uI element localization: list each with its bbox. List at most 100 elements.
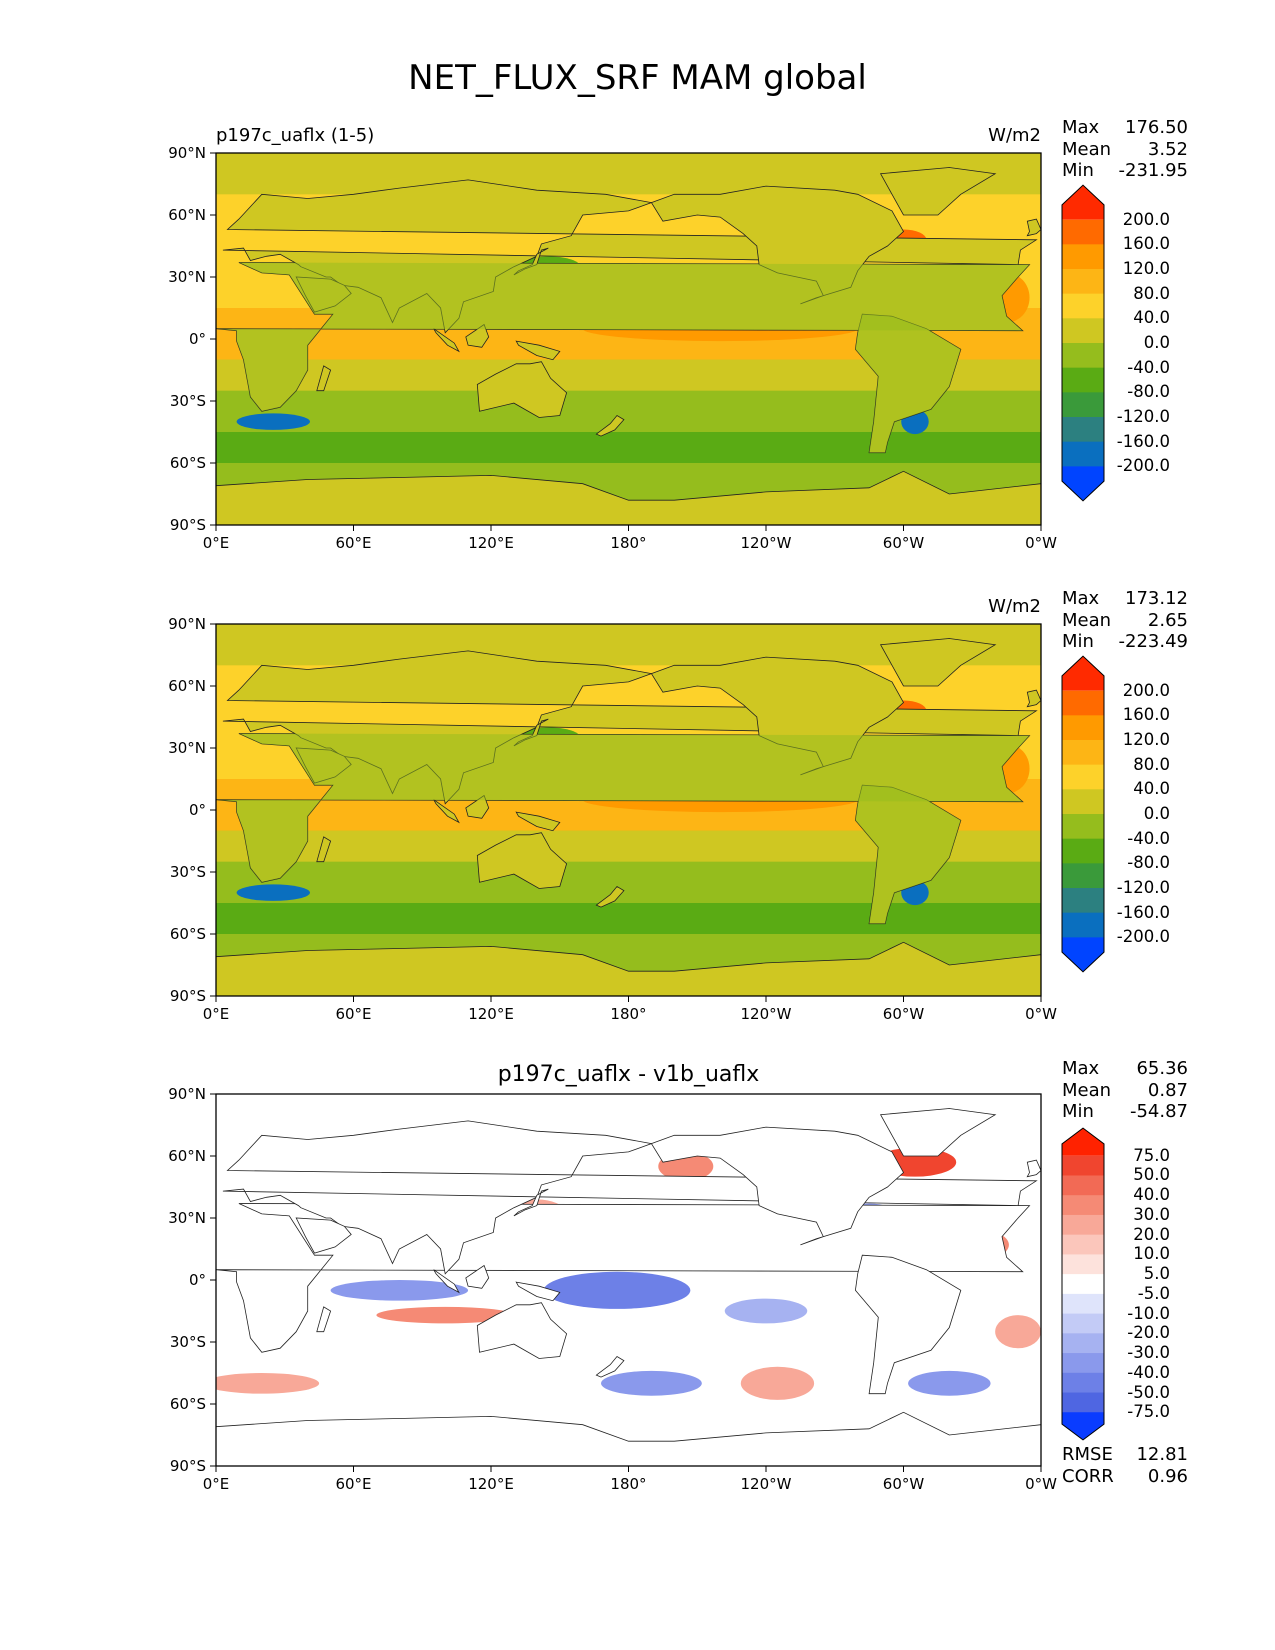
y-tick-label: 60°S: [169, 1395, 206, 1413]
colorbar-swatch: [1062, 814, 1104, 840]
stat-label: Min: [1062, 631, 1094, 652]
colorbar-tick-label: 160.0: [1122, 234, 1170, 254]
colorbar-tick-label: 5.0: [1143, 1264, 1170, 1284]
colorbar-swatch: [1062, 244, 1104, 270]
panel-metrics: RMSE 12.81 CORR 0.96: [1062, 1444, 1188, 1487]
stat-value: -223.49: [1118, 631, 1188, 652]
land-sumatra: [433, 328, 460, 353]
metric-label: RMSE: [1062, 1444, 1113, 1465]
colorbar-tick-label: 40.0: [1133, 779, 1170, 799]
land-antarctica: [216, 470, 1041, 525]
southern-ocean-band: [216, 432, 1041, 463]
colorbar-swatch: [1062, 1175, 1104, 1196]
y-tick-label: 90°S: [169, 1457, 206, 1475]
colorbar-swatch: [1062, 318, 1104, 344]
x-tick-label: 120°E: [468, 1005, 514, 1023]
colorbar-extend-top: [1062, 1128, 1104, 1156]
colorbar-swatch: [1062, 1293, 1104, 1315]
colorbar-tick-label: 120.0: [1122, 730, 1170, 749]
southern-ocean-pos-blob: [216, 1373, 320, 1394]
y-tick-label: 60°S: [169, 925, 206, 943]
map-panel-difference: [210, 1093, 1042, 1472]
panel-units: W/m2: [988, 125, 1041, 146]
colorbar-swatch: [1062, 1155, 1104, 1176]
colorbar-extend-bottom: [1062, 1412, 1104, 1440]
colorbar-tick-label: -30.0: [1127, 1343, 1170, 1363]
colorbar-tick-label: -80.0: [1127, 382, 1170, 402]
colorbar-reference: [1061, 655, 1105, 973]
colorbar-test: [1061, 184, 1105, 502]
southeast-pacific-neg-blob: [724, 1298, 808, 1324]
colorbar-tick-label: -50.0: [1127, 1382, 1170, 1402]
colorbar-swatch: [1062, 1234, 1104, 1255]
colorbar-tick-label: -160.0: [1116, 431, 1170, 451]
africa-tint: [216, 733, 1030, 883]
land-new-zealand: [595, 414, 625, 437]
colorbar-swatch: [1062, 1214, 1104, 1236]
colorbar-swatch: [1062, 1353, 1104, 1374]
colorbar-tick-label: -120.0: [1116, 878, 1170, 897]
figure-title: NET_FLUX_SRF MAM global: [408, 58, 867, 98]
field-difference: [216, 1094, 1041, 1466]
stat-label: Min: [1062, 1101, 1094, 1122]
colorbar-swatch: [1062, 888, 1104, 914]
colorbar-tick-label: -200.0: [1116, 456, 1170, 476]
panel-stats: Max 176.50 Mean 3.52 Min -231.95: [1062, 117, 1188, 182]
metric-label: CORR: [1062, 1465, 1114, 1487]
land-north-america: [650, 1126, 905, 1246]
land-british-isles: [1026, 218, 1041, 237]
colorbar-tick-label: -10.0: [1127, 1303, 1170, 1323]
stat-value: 173.12: [1125, 588, 1188, 609]
colorbar-swatch: [1062, 269, 1104, 295]
south-america-tint: [855, 314, 961, 453]
land-british-isles: [1026, 689, 1041, 708]
field-reference: [216, 624, 1041, 996]
land-new-zealand: [595, 885, 625, 908]
colorbar-swatch: [1062, 392, 1104, 418]
land-sumatra: [433, 799, 460, 824]
land-madagascar: [316, 836, 332, 863]
colorbar-swatch: [1062, 912, 1104, 938]
y-tick-label: 90°N: [168, 144, 206, 162]
southeast-atlantic-pos-blob: [995, 1315, 1041, 1349]
x-tick-label: 60°W: [882, 1005, 925, 1023]
colorbar-tick-label: 0.0: [1143, 804, 1170, 823]
south-atlantic-neg-blob: [908, 1370, 991, 1396]
land-greenland: [879, 1108, 997, 1157]
map-panel-reference: [210, 623, 1042, 1002]
colorbar-swatch: [1062, 1333, 1104, 1354]
africa-tint: [216, 262, 1030, 412]
x-tick-label: 0°E: [202, 534, 230, 552]
y-tick-label: 0°: [188, 1271, 206, 1289]
colorbar-tick-label: 50.0: [1133, 1165, 1170, 1185]
colorbar-swatch: [1062, 1274, 1104, 1295]
stat-label: Mean: [1062, 1079, 1112, 1101]
colorbar-tick-label: 10.0: [1133, 1244, 1170, 1264]
colorbar-tick-label: -40.0: [1127, 357, 1170, 377]
land-australia: [476, 361, 568, 418]
x-tick-label: 0°E: [202, 1475, 230, 1493]
x-tick-label: 60°E: [335, 1475, 372, 1493]
panel-units: W/m2: [988, 596, 1041, 617]
colorbar-swatch: [1062, 1195, 1104, 1216]
y-tick-label: 30°N: [168, 268, 206, 286]
x-tick-label: 120°W: [740, 534, 792, 552]
x-tick-label: 120°W: [740, 1475, 792, 1493]
colorbar-swatch: [1062, 715, 1104, 741]
stat-label: Max: [1062, 1058, 1100, 1079]
y-tick-label: 30°S: [169, 1333, 206, 1351]
panel-stats: Max 173.12 Mean 2.65 Min -223.49: [1062, 588, 1188, 653]
y-tick-label: 30°S: [169, 863, 206, 881]
colorbar-tick-label: 40.0: [1133, 308, 1170, 328]
x-tick-label: 120°W: [740, 1005, 792, 1023]
land-madagascar: [316, 365, 332, 392]
colorbar-swatch: [1062, 1392, 1104, 1413]
x-tick-label: 0°W: [1025, 1005, 1057, 1023]
colorbar-tick-label: -160.0: [1116, 902, 1170, 922]
colorbar-outline: [1061, 1127, 1105, 1441]
land-antarctica: [216, 941, 1041, 996]
stat-row-max: Max 176.50: [1062, 117, 1188, 139]
colorbar-difference: [1061, 1127, 1105, 1441]
land-new-guinea: [515, 1281, 561, 1302]
